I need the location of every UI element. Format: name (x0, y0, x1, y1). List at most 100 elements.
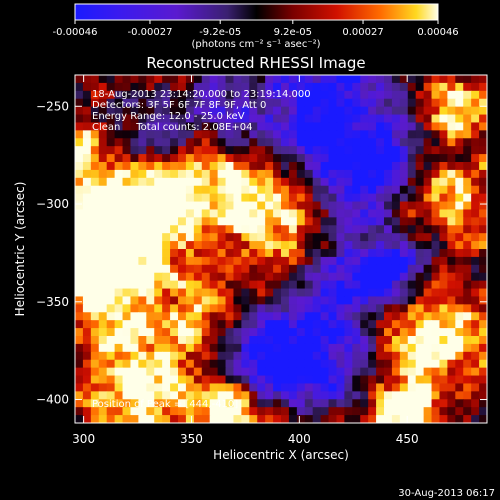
heatmap-cell (304, 312, 314, 321)
heatmap-cell (368, 296, 377, 305)
heatmap-cell (423, 383, 433, 392)
heatmap-cell (312, 320, 322, 329)
heatmap-cell (154, 241, 163, 250)
heatmap-cell (225, 162, 235, 171)
heatmap-cell (225, 241, 235, 250)
heatmap-cell (455, 75, 464, 84)
annotation-time-range: 18-Aug-2013 23:14:20.000 to 23:19:14.000 (92, 89, 311, 100)
heatmap-cell (431, 336, 441, 345)
heatmap-cell (320, 296, 330, 305)
heatmap-cell (439, 154, 448, 163)
heatmap-cell (471, 177, 480, 187)
heatmap-cell (463, 359, 472, 369)
heatmap-cell (233, 209, 242, 218)
heatmap-cell (281, 415, 290, 423)
heatmap-cell (336, 75, 345, 84)
heatmap-cell (431, 383, 441, 392)
heatmap-cell (257, 82, 266, 92)
heatmap-cell (336, 288, 345, 298)
heatmap-cell (399, 233, 409, 242)
heatmap-cell (471, 217, 480, 226)
heatmap-cell (471, 359, 480, 369)
heatmap-cell (154, 359, 163, 369)
heatmap-cell (288, 146, 298, 155)
heatmap-cell (265, 328, 274, 337)
heatmap-cell (114, 233, 124, 242)
heatmap-cell (336, 169, 345, 179)
heatmap-cell (162, 138, 171, 147)
heatmap-cell (249, 217, 258, 226)
heatmap-cell (281, 351, 290, 361)
heatmap-cell (90, 312, 100, 321)
heatmap-cell (407, 351, 417, 361)
heatmap-cell (376, 82, 385, 92)
heatmap-cell (146, 114, 155, 124)
heatmap-cell (455, 90, 464, 100)
heatmap-cell (154, 249, 163, 258)
heatmap-cell (138, 304, 147, 313)
heatmap-cell (415, 359, 425, 369)
heatmap-cell (114, 185, 124, 195)
heatmap-cell (336, 351, 345, 361)
heatmap-cell (312, 407, 322, 416)
heatmap-cell (178, 154, 187, 163)
heatmap-cell (185, 217, 195, 226)
heatmap-cell (233, 343, 242, 353)
heatmap-cell (106, 169, 116, 179)
heatmap-cell (209, 249, 219, 258)
heatmap-cell (399, 383, 409, 392)
heatmap-cell (312, 233, 322, 242)
heatmap-cell (320, 343, 330, 353)
heatmap-cell (241, 249, 250, 258)
heatmap-cell (114, 138, 124, 147)
heatmap-cell (368, 225, 377, 234)
heatmap-cell (415, 201, 425, 211)
heatmap-cell (360, 122, 369, 131)
heatmap-cell (178, 90, 187, 100)
heatmap-cell (178, 217, 187, 226)
heatmap-cell (178, 106, 187, 116)
heatmap-cell (336, 399, 345, 408)
heatmap-cell (376, 114, 385, 124)
heatmap-cell (225, 375, 235, 385)
heatmap-cell (368, 399, 377, 408)
heatmap-cell (249, 154, 258, 163)
heatmap-cell (122, 90, 132, 100)
heatmap-cell (98, 399, 108, 408)
heatmap-cell (257, 407, 266, 416)
heatmap-cell (106, 383, 116, 392)
heatmap-cell (447, 225, 456, 234)
heatmap-cell (98, 75, 108, 84)
heatmap-cell (455, 249, 464, 258)
heatmap-cell (146, 241, 155, 250)
heatmap-cell (249, 162, 258, 171)
heatmap-cell (273, 296, 282, 305)
heatmap-cell (82, 217, 92, 226)
heatmap-cell (320, 359, 330, 369)
heatmap-cell (233, 201, 242, 211)
heatmap-cell (360, 249, 369, 258)
heatmap-cell (455, 185, 464, 195)
heatmap-cell (288, 98, 298, 108)
heatmap-cell (399, 138, 409, 147)
heatmap-cell (178, 328, 187, 337)
heatmap-cell (82, 193, 92, 203)
heatmap-cell (296, 154, 306, 163)
heatmap-cell (376, 241, 385, 250)
heatmap-cell (320, 407, 330, 416)
heatmap-cell (265, 185, 274, 195)
heatmap-cell (360, 177, 369, 187)
heatmap-cell (376, 209, 385, 218)
heatmap-cell (90, 106, 100, 116)
heatmap-cell (352, 82, 361, 92)
heatmap-cell (82, 280, 92, 290)
heatmap-cell (391, 138, 401, 147)
heatmap-cell (463, 272, 472, 282)
heatmap-cell (431, 343, 441, 353)
heatmap-cell (296, 320, 306, 329)
heatmap-cell (217, 264, 227, 274)
heatmap-cell (455, 146, 464, 155)
heatmap-cell (90, 217, 100, 226)
heatmap-cell (241, 106, 250, 116)
heatmap-cell (114, 82, 124, 92)
